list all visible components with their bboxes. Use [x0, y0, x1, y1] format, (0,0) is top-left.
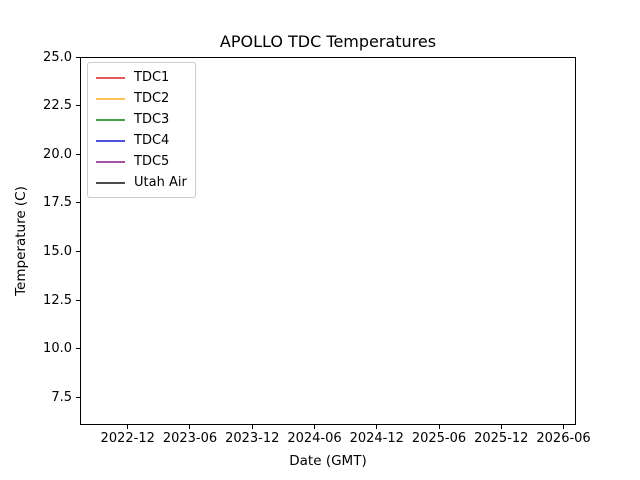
- legend-label: Utah Air: [134, 175, 187, 190]
- legend-entry: TDC2: [96, 88, 187, 109]
- y-tick-label: 20.0: [43, 146, 72, 162]
- legend-entry: Utah Air: [96, 172, 187, 193]
- x-tick-mark: [127, 425, 129, 429]
- x-tick-label: 2023-06: [162, 431, 218, 446]
- y-tick-mark: [76, 105, 80, 107]
- legend-entry: TDC1: [96, 67, 187, 88]
- y-tick-label: 22.5: [43, 98, 72, 114]
- y-tick-label: 7.5: [51, 389, 72, 405]
- legend-line-swatch: [96, 118, 125, 121]
- legend-line-swatch: [96, 181, 125, 184]
- y-tick-mark: [76, 56, 80, 58]
- y-tick-mark: [76, 396, 80, 398]
- x-axis-label: Date (GMT): [289, 453, 367, 469]
- y-tick-mark: [76, 348, 80, 350]
- y-tick-mark: [76, 202, 80, 204]
- x-tick-label: 2022-12: [100, 431, 155, 446]
- x-tick-label: 2025-06: [411, 431, 467, 446]
- x-tick-mark: [376, 425, 378, 429]
- legend: TDC1 TDC2 TDC3 TDC4 TDC5 Utah Air: [87, 62, 196, 198]
- x-tick-label: 2025-12: [474, 431, 529, 446]
- y-tick-mark: [76, 299, 80, 301]
- legend-line-swatch: [96, 139, 125, 142]
- legend-line-swatch: [96, 160, 125, 163]
- y-tick-label: 17.5: [43, 195, 72, 211]
- x-tick-mark: [563, 425, 565, 429]
- y-tick-label: 10.0: [43, 341, 72, 357]
- legend-label: TDC5: [134, 154, 170, 169]
- legend-entry: TDC5: [96, 151, 187, 172]
- x-tick-mark: [438, 425, 440, 429]
- x-tick-mark: [251, 425, 253, 429]
- legend-entry: TDC4: [96, 130, 187, 151]
- x-tick-label: 2024-06: [287, 431, 342, 446]
- legend-label: TDC2: [134, 91, 170, 106]
- x-tick-mark: [189, 425, 191, 429]
- y-tick-mark: [76, 153, 80, 155]
- x-tick-label: 2024-12: [349, 431, 404, 446]
- y-tick-mark: [76, 250, 80, 252]
- legend-label: TDC4: [134, 133, 170, 148]
- x-tick-label: 2026-06: [536, 431, 591, 446]
- legend-line-swatch: [96, 97, 125, 100]
- y-tick-label: 12.5: [43, 292, 72, 308]
- y-tick-label: 25.0: [43, 49, 72, 65]
- legend-label: TDC1: [134, 70, 170, 85]
- x-tick-mark: [314, 425, 315, 429]
- y-tick-label: 15.0: [43, 243, 72, 259]
- legend-line-swatch: [96, 76, 125, 79]
- chart-title: APOLLO TDC Temperatures: [219, 32, 437, 51]
- x-tick-label: 2023-12: [225, 431, 280, 446]
- x-tick-mark: [500, 425, 502, 429]
- legend-entry: TDC3: [96, 109, 187, 130]
- legend-label: TDC3: [134, 112, 170, 127]
